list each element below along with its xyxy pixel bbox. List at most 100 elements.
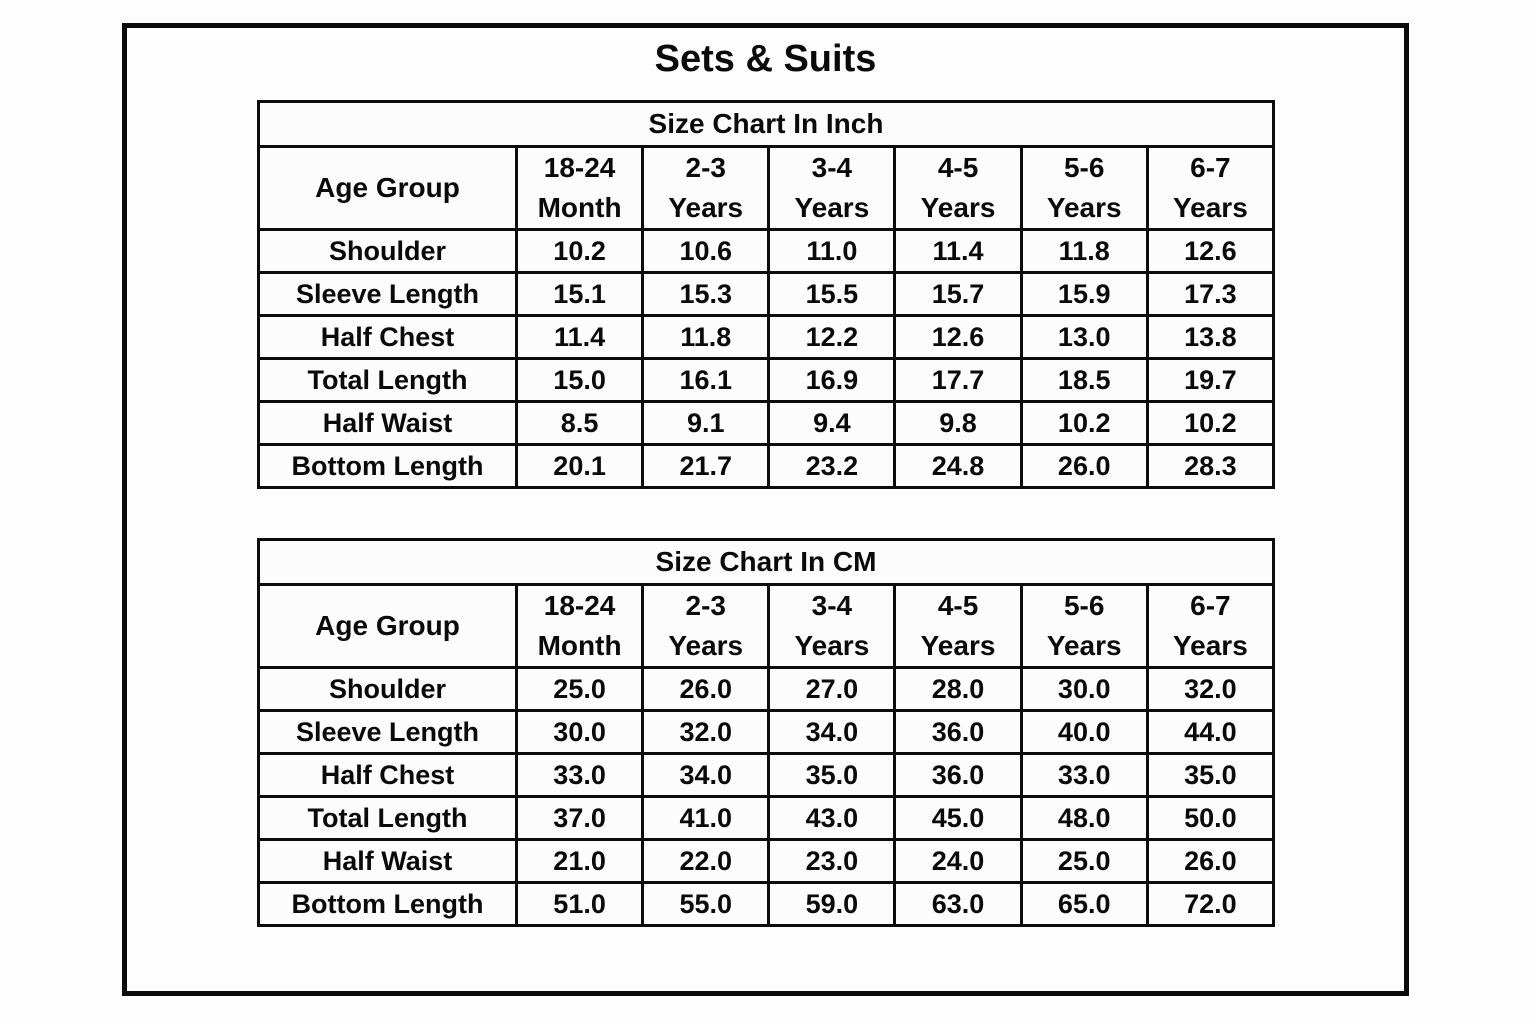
size-cell: 30.0: [1019, 666, 1149, 712]
size-cell: 22.0: [641, 838, 771, 884]
size-cell: 10.2: [1019, 400, 1149, 446]
column-header-18-24-month: 18-24 Month: [514, 145, 645, 231]
column-header-line2: Years: [1173, 192, 1248, 223]
size-cell: 15.3: [641, 271, 771, 317]
size-cell: 65.0: [1019, 881, 1149, 927]
column-header-18-24-month: 18-24 Month: [514, 583, 645, 669]
page-title: Sets & Suits: [654, 38, 877, 80]
size-cell: 35.0: [767, 752, 897, 798]
table-row-shoulder: Shoulder 25.0 26.0 27.0 28.0 30.0 32.0: [257, 666, 1276, 712]
column-header-line1: 3-4: [811, 590, 853, 621]
table-row-half-waist: Half Waist 8.5 9.1 9.4 9.8 10.2 10.2: [257, 400, 1276, 446]
cm-table-caption: Size Chart In CM: [257, 538, 1275, 586]
column-header-line2: Years: [794, 192, 870, 223]
column-header-line2: Years: [668, 630, 744, 661]
size-cell: 32.0: [1145, 666, 1276, 712]
size-cell: 32.0: [641, 709, 771, 755]
row-label: Half Chest: [257, 314, 518, 360]
size-cell: 15.7: [893, 271, 1023, 317]
row-label: Sleeve Length: [257, 271, 518, 317]
size-cell: 36.0: [893, 709, 1023, 755]
size-cell: 17.3: [1145, 271, 1276, 317]
size-cell: 10.2: [514, 228, 645, 274]
size-cell: 10.2: [1145, 400, 1276, 446]
size-cell: 34.0: [767, 709, 897, 755]
row-label: Half Waist: [257, 838, 518, 884]
size-cell: 24.8: [893, 443, 1023, 489]
size-cell: 15.0: [514, 357, 645, 403]
column-header-6-7-years: 6-7 Years: [1145, 145, 1276, 231]
table-row-sleeve-length: Sleeve Length 30.0 32.0 34.0 36.0 40.0 4…: [257, 709, 1276, 755]
column-header-line1: 5-6: [1063, 152, 1105, 183]
column-header-2-3-years: 2-3 Years: [641, 583, 771, 669]
column-header-line2: Years: [920, 192, 996, 223]
column-header-line1: 18-24: [543, 152, 616, 183]
table-row-total-length: Total Length 37.0 41.0 43.0 45.0 48.0 50…: [257, 795, 1276, 841]
size-cell: 55.0: [641, 881, 771, 927]
table-row-total-length: Total Length 15.0 16.1 16.9 17.7 18.5 19…: [257, 357, 1276, 403]
size-cell: 18.5: [1019, 357, 1149, 403]
column-header-line2: Years: [920, 630, 996, 661]
size-cell: 51.0: [514, 881, 645, 927]
size-cell: 9.1: [641, 400, 771, 446]
inch-caption-row: Size Chart In Inch: [257, 100, 1275, 148]
size-cell: 59.0: [767, 881, 897, 927]
size-cell: 11.0: [767, 228, 897, 274]
column-header-line2: Years: [794, 630, 870, 661]
inch-size-table: Size Chart In Inch Age Group 18-24 Month…: [257, 100, 1276, 489]
column-header-3-4-years: 3-4 Years: [767, 583, 897, 669]
column-header-line2: Years: [668, 192, 744, 223]
table-row-bottom-length: Bottom Length 20.1 21.7 23.2 24.8 26.0 2…: [257, 443, 1276, 489]
size-cell: 13.0: [1019, 314, 1149, 360]
table-row-shoulder: Shoulder 10.2 10.6 11.0 11.4 11.8 12.6: [257, 228, 1276, 274]
size-cell: 16.1: [641, 357, 771, 403]
size-cell: 20.1: [514, 443, 645, 489]
size-cell: 43.0: [767, 795, 897, 841]
size-cell: 37.0: [514, 795, 645, 841]
row-label: Sleeve Length: [257, 709, 518, 755]
column-header-4-5-years: 4-5 Years: [893, 583, 1023, 669]
column-header-line1: 6-7: [1190, 152, 1231, 183]
row-label: Total Length: [257, 357, 518, 403]
cm-caption-row: Size Chart In CM: [257, 538, 1275, 586]
column-header-3-4-years: 3-4 Years: [767, 145, 897, 231]
size-cell: 16.9: [767, 357, 897, 403]
size-cell: 11.4: [893, 228, 1023, 274]
size-cell: 33.0: [1019, 752, 1149, 798]
row-label: Half Chest: [257, 752, 518, 798]
age-group-header: Age Group: [257, 145, 518, 231]
size-cell: 11.4: [514, 314, 645, 360]
size-cell: 11.8: [1019, 228, 1149, 274]
size-cell: 26.0: [1019, 443, 1149, 489]
size-cell: 15.9: [1019, 271, 1149, 317]
column-header-line2: Years: [1173, 630, 1248, 661]
column-header-line1: 2-3: [685, 152, 726, 183]
size-cell: 27.0: [767, 666, 897, 712]
size-cell: 23.0: [767, 838, 897, 884]
outer-frame: Sets & Suits Size Chart In Inch Age Grou…: [122, 23, 1409, 996]
size-cell: 50.0: [1145, 795, 1276, 841]
column-header-line1: 3-4: [811, 152, 853, 183]
age-group-header: Age Group: [257, 583, 518, 669]
column-header-line1: 6-7: [1190, 590, 1231, 621]
table-row-bottom-length: Bottom Length 51.0 55.0 59.0 63.0 65.0 7…: [257, 881, 1276, 927]
size-cell: 9.4: [767, 400, 897, 446]
size-cell: 26.0: [1145, 838, 1276, 884]
column-header-2-3-years: 2-3 Years: [641, 145, 771, 231]
size-cell: 12.6: [1145, 228, 1276, 274]
size-cell: 9.8: [893, 400, 1023, 446]
size-cell: 34.0: [641, 752, 771, 798]
size-cell: 28.3: [1145, 443, 1276, 489]
size-cell: 45.0: [893, 795, 1023, 841]
size-cell: 12.2: [767, 314, 897, 360]
size-cell: 30.0: [514, 709, 645, 755]
size-cell: 33.0: [514, 752, 645, 798]
inch-header-row: Age Group 18-24 Month 2-3 Years 3-4 Year…: [257, 145, 1276, 231]
cm-size-table: Size Chart In CM Age Group 18-24 Month 2…: [257, 538, 1276, 927]
size-cell: 44.0: [1145, 709, 1276, 755]
size-cell: 41.0: [641, 795, 771, 841]
size-cell: 36.0: [893, 752, 1023, 798]
size-cell: 10.6: [641, 228, 771, 274]
column-header-line2: Years: [1046, 630, 1122, 661]
